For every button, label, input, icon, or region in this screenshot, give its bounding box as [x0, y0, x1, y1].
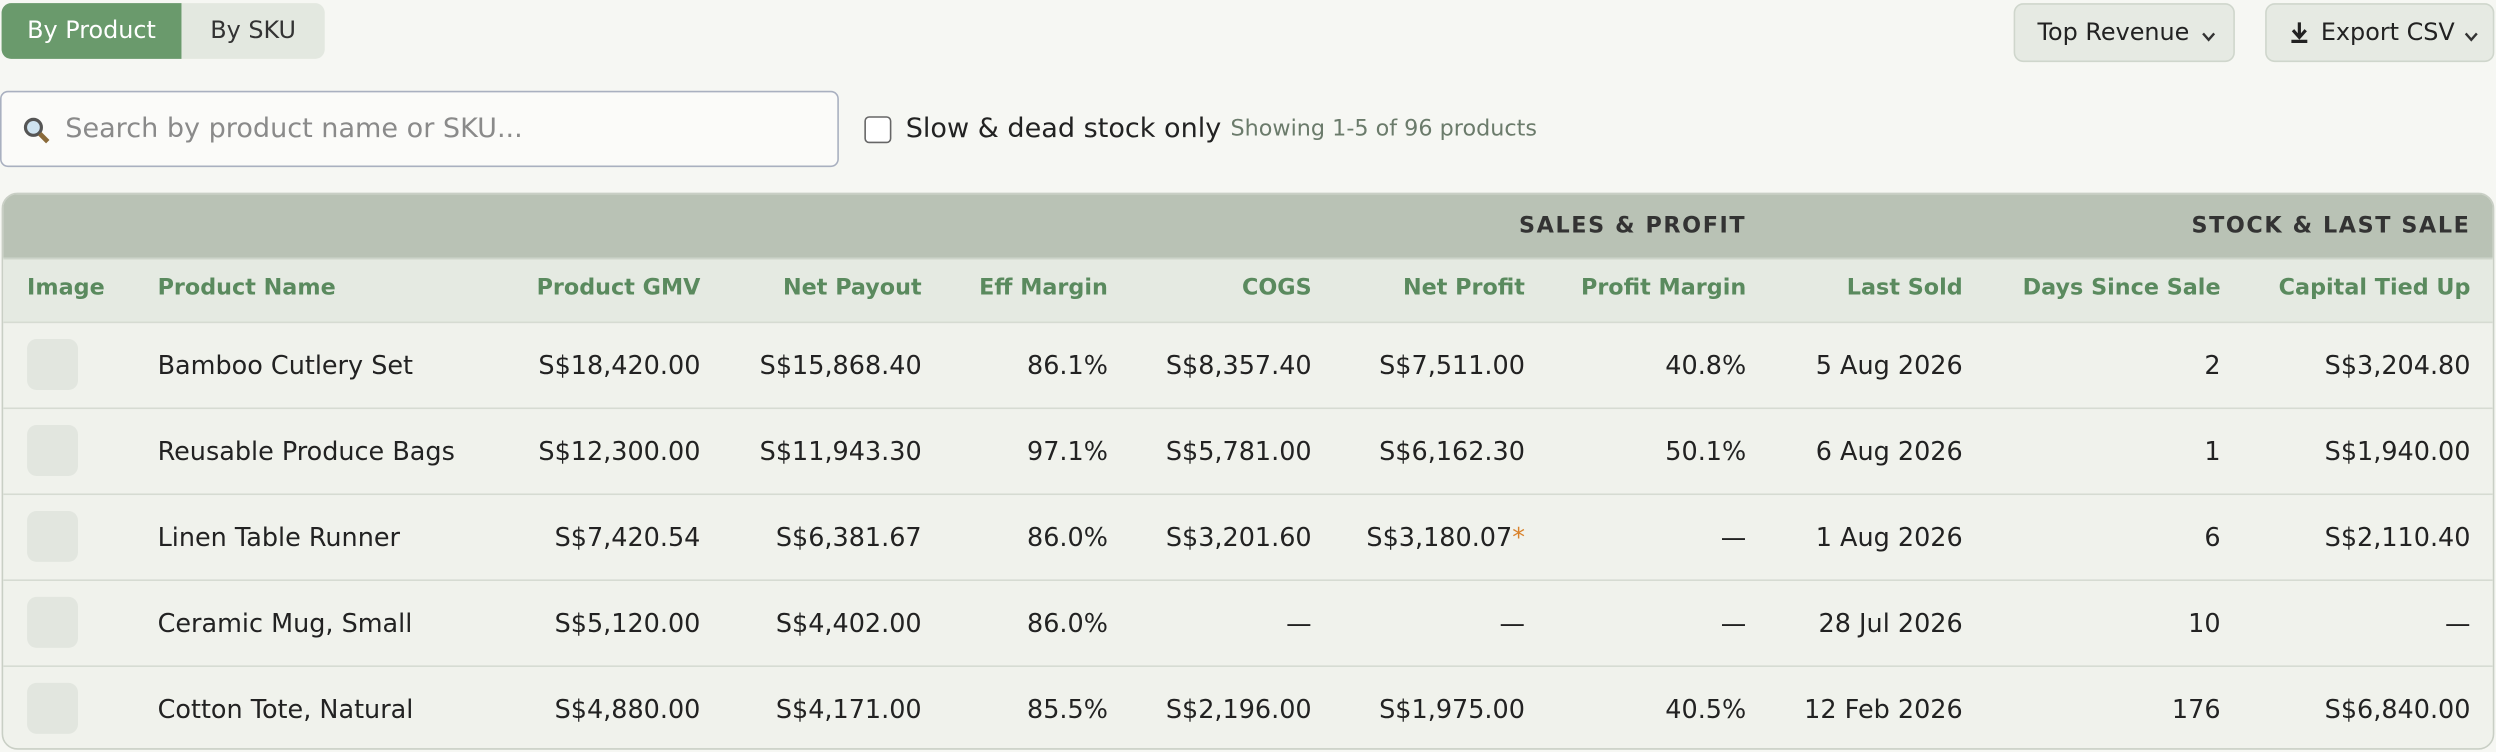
cell: —	[1286, 608, 1312, 639]
cell: 1	[2204, 436, 2221, 467]
cell-value: S$3,180.07	[1366, 522, 1513, 553]
cell: S$6,381.67	[775, 522, 922, 553]
cell: S$7,420.54	[554, 522, 701, 553]
column-header-row	[3, 257, 2493, 324]
cell: —	[1720, 608, 1747, 639]
row	[3, 493, 2493, 581]
column-header[interactable]: COGS	[1242, 275, 1312, 301]
cell: 2	[2204, 350, 2221, 381]
column-header[interactable]: Capital Tied Up	[2278, 275, 2471, 301]
cell: 97.1%	[1026, 436, 1108, 467]
cell: S$3,204.80	[2324, 350, 2471, 381]
cell: 6 Aug 2026	[1815, 436, 1963, 467]
checkbox[interactable]	[864, 116, 892, 144]
search-icon	[23, 117, 50, 144]
product-name: Cotton Tote, Natural	[157, 694, 414, 725]
cell: S$2,196.00	[1165, 694, 1312, 725]
cell: S$4,171.00	[775, 694, 922, 725]
table: SALES & PROFIT STOCK & LAST SALE Image Prod…	[1, 192, 2495, 750]
column-header[interactable]: Days Since Sale	[2022, 275, 2221, 301]
cell: 5 Aug 2026	[1815, 350, 1963, 381]
cell: 28 Jul 2026	[1818, 608, 1963, 639]
cell: 12 Feb 2026	[1804, 694, 1963, 725]
cell: —	[2445, 608, 2471, 639]
column-header[interactable]: Product GMV	[536, 275, 701, 301]
row	[3, 407, 2493, 496]
column-header[interactable]: Profit Margin	[1580, 275, 1747, 301]
column-header[interactable]: Net Profit	[1402, 275, 1525, 301]
cell: S$3,201.60	[1165, 522, 1312, 553]
result-count: Showing 1-5 of 96 products	[1230, 116, 1537, 142]
cell: 6	[2204, 522, 2221, 553]
filter-label[interactable]: Slow & dead stock only	[905, 113, 1222, 145]
column-header[interactable]: Eff Margin	[979, 275, 1108, 301]
cell: 1 Aug 2026	[1815, 522, 1963, 553]
column-header[interactable]: Net Payout	[783, 275, 922, 301]
row	[3, 665, 2493, 748]
cell: S$4,402.00	[775, 608, 922, 639]
image-placeholder	[27, 510, 78, 562]
product-name: Linen Table Runner	[157, 522, 400, 553]
cell: S$12,300.00	[538, 436, 701, 467]
cell: S$6,162.30	[1379, 436, 1525, 467]
cell: 50.1%	[1665, 436, 1747, 467]
image-placeholder	[27, 425, 78, 476]
cell: S$6,840.00	[2324, 694, 2471, 725]
cell: S$5,120.00	[554, 608, 701, 639]
column-header[interactable]: Image	[27, 275, 105, 301]
row	[3, 579, 2493, 667]
cell-flag: *	[1512, 522, 1525, 553]
image-placeholder	[27, 339, 78, 390]
cell: S$1,975.00	[1379, 694, 1525, 725]
cell: 176	[2171, 694, 2221, 725]
tab[interactable]: By SKU	[210, 15, 296, 45]
search-input[interactable]: Search by product name or SKU...	[0, 90, 839, 168]
chevron-icon	[2464, 32, 2478, 42]
export-button[interactable]: Export CSV	[2265, 3, 2495, 63]
cell: S$7,511.00	[1379, 350, 1525, 381]
sort-button[interactable]: Top Revenue	[2013, 3, 2235, 63]
cell: S$2,110.40	[2324, 522, 2471, 553]
download-icon	[2291, 22, 2308, 43]
tab-active[interactable]: By Product	[1, 3, 182, 59]
search-placeholder: Search by product name or SKU...	[65, 113, 523, 145]
product-name: Reusable Produce Bags	[157, 436, 455, 467]
cell: S$15,868.40	[759, 350, 922, 381]
product-name: Ceramic Mug, Small	[157, 608, 413, 639]
cell: S$18,420.00	[538, 350, 701, 381]
product-name: Bamboo Cutlery Set	[157, 350, 414, 381]
cell: 86.0%	[1026, 522, 1108, 553]
row	[3, 321, 2493, 410]
cell: 86.0%	[1026, 608, 1108, 639]
group-header-row	[3, 194, 2493, 258]
cell: —	[1499, 608, 1525, 639]
cell: 10	[2188, 608, 2221, 639]
cell: S$8,357.40	[1165, 350, 1312, 381]
image-placeholder	[27, 596, 78, 648]
group-header: STOCK & LAST SALE	[2191, 213, 2471, 239]
cell: 86.1%	[1026, 350, 1108, 381]
image-placeholder	[27, 682, 78, 734]
cell: 40.8%	[1665, 350, 1747, 381]
chevron-icon	[2202, 32, 2216, 42]
cell: —	[1720, 522, 1747, 553]
cell: 85.5%	[1026, 694, 1108, 725]
group-header: SALES & PROFIT	[1519, 213, 1747, 239]
export-label: Export CSV	[2320, 17, 2455, 47]
cell: S$4,880.00	[554, 694, 701, 725]
cell: S$3,180.07*	[1366, 522, 1525, 552]
cell: S$5,781.00	[1165, 436, 1312, 467]
cell: S$1,940.00	[2324, 436, 2471, 467]
column-header[interactable]: Product Name	[157, 275, 336, 301]
cell: 40.5%	[1665, 694, 1747, 725]
column-header[interactable]: Last Sold	[1846, 275, 1963, 301]
sort-label: Top Revenue	[2037, 17, 2190, 47]
cell: S$11,943.30	[759, 436, 922, 467]
